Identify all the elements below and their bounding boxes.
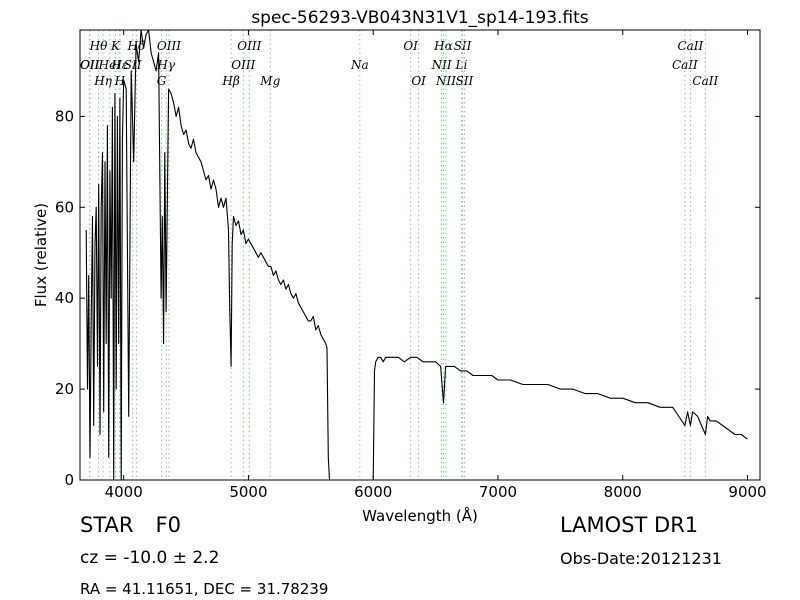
observation-date: Obs-Date:20121231 — [560, 549, 722, 568]
line-marker-label-24: SII — [454, 39, 472, 53]
line-marker-label-16: Mg — [259, 74, 280, 88]
line-marker-label-20: NII — [431, 58, 452, 72]
survey-name: LAMOST DR1 — [560, 513, 699, 537]
coordinates-readout: RA = 41.11651, DEC = 31.78239 — [80, 580, 329, 598]
line-marker-label-8: SII — [124, 58, 142, 72]
object-subclass: F0 — [155, 513, 181, 537]
x-tick-label-8000: 8000 — [604, 483, 642, 501]
y-axis-label: Flux (relative) — [32, 203, 50, 307]
line-marker-label-11: Hγ — [156, 58, 175, 72]
line-marker-label-2: Hθ — [89, 39, 108, 53]
line-marker-label-25: SII — [456, 74, 474, 88]
line-marker-label-19: OI — [411, 74, 426, 88]
line-marker-label-23: Li — [455, 58, 468, 72]
redshift-readout: cz = -10.0 ± 2.2 — [80, 548, 220, 568]
spectrum-line — [85, 29, 748, 481]
line-marker-label-0: OII — [80, 58, 100, 72]
line-marker-label-15: OIII — [237, 39, 261, 53]
classification: STAR F0 — [80, 513, 181, 537]
spectral-line-markers: OIIOIIHθHηHeIKHHεSIIHδGHγOIIIHβOIIIOIIIM… — [80, 30, 719, 480]
line-marker-label-10: G — [157, 74, 167, 88]
plot-frame — [79, 29, 761, 481]
line-marker-label-27: CaII — [677, 39, 703, 53]
chart-title: spec-56293-VB043N31V1_sp14-193.fits — [251, 8, 588, 28]
y-tick-label-80: 80 — [55, 107, 74, 125]
line-marker-label-7: Hε — [110, 58, 128, 72]
y-tick-label-40: 40 — [55, 289, 74, 307]
x-tick-label-6000: 6000 — [354, 483, 392, 501]
line-marker-label-17: Na — [350, 58, 369, 72]
x-tick-label-5000: 5000 — [229, 483, 267, 501]
line-marker-label-21: Hα — [433, 39, 453, 53]
line-marker-label-14: OIII — [231, 58, 255, 72]
y-axis: 0 20 40 60 80 — [55, 107, 760, 489]
y-tick-label-60: 60 — [55, 198, 74, 216]
line-marker-label-28: CaII — [692, 74, 718, 88]
line-marker-label-5: K — [110, 39, 121, 53]
line-marker-label-22: NII — [435, 74, 456, 88]
line-marker-label-1: OII — [80, 58, 100, 72]
y-tick-label-20: 20 — [55, 380, 74, 398]
x-tick-label-9000: 9000 — [728, 483, 766, 501]
y-tick-label-0: 0 — [64, 471, 74, 489]
line-marker-label-13: Hβ — [221, 74, 239, 88]
object-class: STAR — [80, 513, 134, 537]
x-tick-label-4000: 4000 — [105, 483, 143, 501]
line-marker-label-3: Hη — [93, 74, 112, 88]
x-axis: 4000 5000 6000 7000 8000 9000 — [105, 30, 767, 501]
line-marker-label-26: CaII — [672, 58, 698, 72]
x-axis-label: Wavelength (Å) — [362, 506, 478, 525]
x-tick-label-7000: 7000 — [479, 483, 517, 501]
line-marker-label-18: OI — [403, 39, 418, 53]
line-marker-label-12: OIII — [157, 39, 181, 53]
